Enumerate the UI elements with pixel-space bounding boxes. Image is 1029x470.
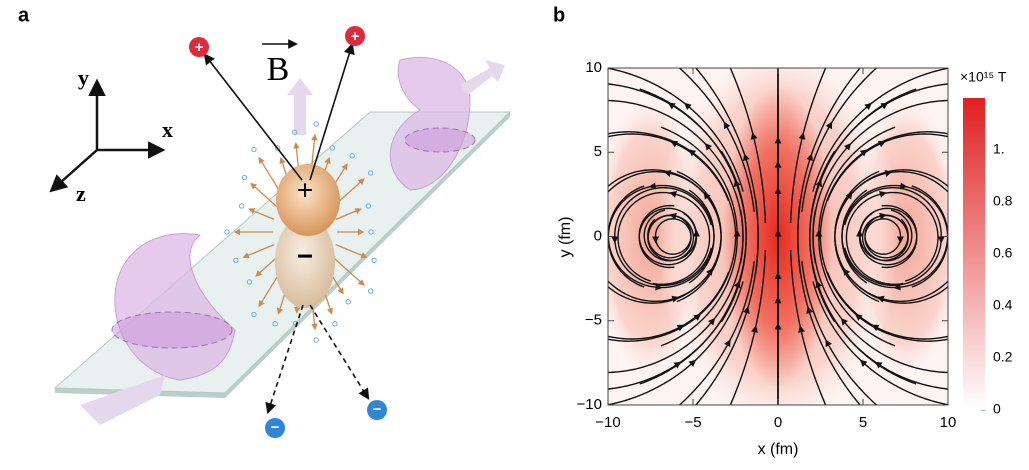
- colorbar-tick-label: 0: [993, 401, 1001, 417]
- electron: [314, 338, 318, 342]
- particle-sign: −: [271, 419, 280, 436]
- page: a y x z + − + + − − B b −10−505: [0, 0, 1029, 470]
- colorbar-label: ×10¹⁵ T: [960, 69, 1007, 85]
- y-tick-label: −5: [585, 312, 602, 329]
- electron: [372, 258, 376, 262]
- particle-sign: +: [195, 39, 204, 56]
- colorbar-tick-label: 0.4: [993, 297, 1013, 313]
- charge-minus: −: [297, 240, 313, 271]
- crescent-section: [405, 128, 475, 152]
- field-arrow: [287, 78, 313, 135]
- x-tick-label: 5: [859, 414, 867, 431]
- colorbar: [963, 98, 985, 410]
- field-label: B: [267, 51, 290, 88]
- electron: [242, 175, 246, 179]
- x-tick-label: −5: [684, 414, 701, 431]
- electron: [368, 289, 372, 293]
- electron: [346, 300, 350, 304]
- y-tick-label: 0: [594, 227, 602, 244]
- y-axis-label: y (fm): [557, 217, 574, 258]
- axis-z-label: z: [76, 181, 86, 206]
- electron: [333, 321, 337, 325]
- crescent-section: [112, 312, 232, 348]
- particle-sign: +: [351, 28, 360, 45]
- axis-x-label: x: [162, 117, 173, 142]
- particle-sign: −: [373, 401, 382, 418]
- figure: a y x z + − + + − − B b −10−505: [0, 0, 1029, 465]
- field-density: [590, 27, 966, 447]
- y-tick-label: 10: [585, 59, 602, 76]
- x-axis-label: x (fm): [758, 441, 799, 458]
- panel-label: b: [553, 4, 565, 26]
- x-tick-label: 0: [774, 414, 782, 431]
- electron: [239, 204, 243, 208]
- panel-label: a: [18, 4, 30, 26]
- electron: [252, 147, 256, 151]
- axis-y-label: y: [78, 65, 89, 90]
- electron: [225, 230, 229, 234]
- y-tick-label: 5: [594, 143, 602, 160]
- x-tick-label: 10: [940, 414, 957, 431]
- motion-arrow: [460, 60, 505, 95]
- y-tick-label: −10: [577, 396, 602, 413]
- x-tick-label: −10: [595, 414, 620, 431]
- colorbar-tick-label: 1.: [993, 141, 1005, 157]
- axes-triad: [52, 82, 162, 190]
- electron: [314, 122, 318, 126]
- colorbar-tick-label: 0.6: [993, 245, 1013, 261]
- colorbar-tick-label: 0.8: [993, 193, 1013, 209]
- colorbar-tick-label: 0.2: [993, 349, 1013, 365]
